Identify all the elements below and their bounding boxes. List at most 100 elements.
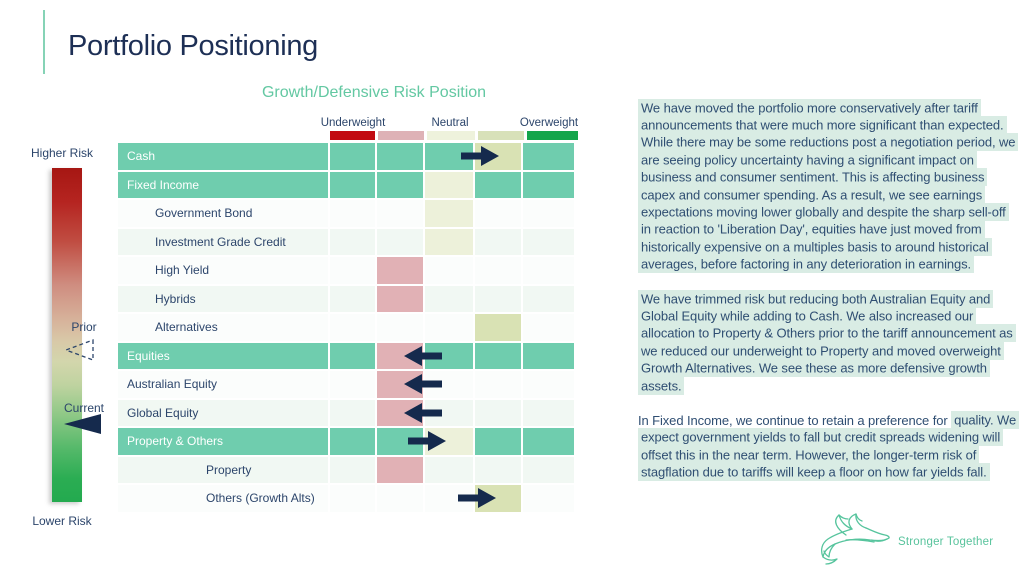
matrix-row: Hybrids: [118, 285, 588, 312]
matrix-cell-teal: [330, 143, 375, 170]
matrix-cell-olive: [475, 314, 521, 341]
row-label: Fixed Income: [118, 171, 328, 198]
matrix-cell-plain: [475, 456, 521, 483]
matrix-cell-teal: [330, 171, 375, 198]
matrix-cell-plain: [425, 456, 473, 483]
matrix-cell-plain: [377, 228, 423, 255]
scale-segment: [478, 131, 524, 140]
column-header-underweight: Underweight: [320, 117, 386, 129]
matrix-cell-teal: [523, 342, 574, 369]
matrix-cell-teal: [523, 143, 574, 170]
matrix-cell-teal: [523, 428, 574, 455]
matrix-cell-plain: [475, 257, 521, 284]
risk-matrix-body: Cash Fixed Income Government Bond Investmen…: [118, 143, 588, 514]
matrix-cell-plain: [523, 456, 574, 483]
highlighted-text: We have trimmed risk but reducing both A…: [638, 289, 1016, 395]
row-label: Alternatives: [118, 314, 328, 341]
row-label: High Yield: [118, 257, 328, 284]
matrix-row: Australian Equity: [118, 371, 588, 398]
scale-segment: [527, 131, 578, 140]
row-label: Investment Grade Credit: [118, 228, 328, 255]
matrix-row: Property: [118, 456, 588, 483]
matrix-cell-plain: [523, 314, 574, 341]
row-label: Cash: [118, 143, 328, 170]
row-label: Global Equity: [118, 399, 328, 426]
matrix-cell-plain: [523, 399, 574, 426]
shift-arrow-right-icon: [461, 146, 499, 167]
matrix-cell-plain: [523, 200, 574, 227]
row-label: Government Bond: [118, 200, 328, 227]
matrix-cell-cream: [425, 171, 473, 198]
matrix-cell-plain: [330, 314, 375, 341]
matrix-cell-cream: [425, 228, 473, 255]
matrix-cell-plain: [475, 200, 521, 227]
row-label: Equities: [118, 342, 328, 369]
matrix-cell-plain: [425, 314, 473, 341]
scale-segment: [378, 131, 424, 140]
commentary-paragraph: We have moved the portfolio more conserv…: [638, 98, 1019, 274]
matrix-row: Property & Others: [118, 428, 588, 455]
matrix-row: Alternatives: [118, 314, 588, 341]
higher-risk-label: Higher Risk: [30, 146, 93, 160]
matrix-row: Cash: [118, 143, 588, 170]
matrix-row: High Yield: [118, 257, 588, 284]
chart-title: Growth/Defensive Risk Position: [261, 84, 487, 101]
bird-logo-icon: [816, 513, 890, 572]
matrix-cell-plain: [523, 485, 574, 512]
matrix-cell-plain: [377, 200, 423, 227]
highlighted-text: We have moved the portfolio more conserv…: [638, 98, 1019, 274]
lower-risk-label: Lower Risk: [32, 514, 92, 528]
matrix-row: Government Bond: [118, 200, 588, 227]
matrix-cell-teal: [377, 143, 423, 170]
matrix-cell-plain: [475, 285, 521, 312]
prior-marker-icon: [63, 338, 95, 367]
matrix-cell-plain: [425, 257, 473, 284]
matrix-row: Global Equity: [118, 399, 588, 426]
shift-arrow-right-icon: [458, 488, 496, 509]
matrix-cell-plain: [330, 257, 375, 284]
commentary-paragraph: We have trimmed risk but reducing both A…: [638, 289, 1018, 395]
column-header-neutral: Neutral: [431, 117, 469, 129]
shift-arrow-left-icon: [404, 402, 442, 423]
matrix-cell-plain: [330, 399, 375, 426]
page-title: Portfolio Positioning: [68, 30, 319, 62]
matrix-cell-teal: [330, 428, 375, 455]
current-marker-icon: [63, 413, 102, 440]
matrix-cell-pink: [377, 456, 423, 483]
row-label: Australian Equity: [118, 371, 328, 398]
matrix-cell-plain: [330, 371, 375, 398]
matrix-cell-plain: [330, 228, 375, 255]
shift-arrow-right-icon: [408, 431, 446, 452]
commentary-paragraph: In Fixed Income, we continue to retain a…: [638, 411, 1020, 482]
matrix-cell-plain: [523, 371, 574, 398]
matrix-cell-pink: [377, 257, 423, 284]
matrix-cell-plain: [523, 285, 574, 312]
matrix-cell-cream: [425, 200, 473, 227]
commentary: We have moved the portfolio more conserv…: [638, 98, 1020, 498]
matrix-cell-teal: [523, 171, 574, 198]
scale-segment: [427, 131, 475, 140]
matrix-cell-teal: [475, 342, 521, 369]
matrix-cell-plain: [475, 228, 521, 255]
matrix-row: Investment Grade Credit: [118, 228, 588, 255]
matrix-row: Equities: [118, 342, 588, 369]
shift-arrow-left-icon: [404, 345, 442, 366]
matrix-cell-plain: [330, 456, 375, 483]
row-label: Property & Others: [118, 428, 328, 455]
title-accent-bar: [43, 10, 45, 74]
plain-text: In Fixed Income, we continue to retain a…: [638, 412, 952, 428]
row-label: Hybrids: [118, 285, 328, 312]
weight-scale-bar: [330, 131, 578, 140]
matrix-cell-plain: [425, 285, 473, 312]
prior-label: Prior: [71, 320, 97, 334]
matrix-cell-plain: [330, 200, 375, 227]
current-label: Current: [63, 401, 104, 415]
row-label: Others (Growth Alts): [118, 485, 328, 512]
tagline: Stronger Together: [898, 536, 994, 548]
matrix-row: Fixed Income: [118, 171, 588, 198]
matrix-cell-plain: [377, 485, 423, 512]
column-header-overweight: Overweight: [519, 117, 579, 129]
matrix-cell-plain: [523, 228, 574, 255]
matrix-cell-teal: [377, 171, 423, 198]
